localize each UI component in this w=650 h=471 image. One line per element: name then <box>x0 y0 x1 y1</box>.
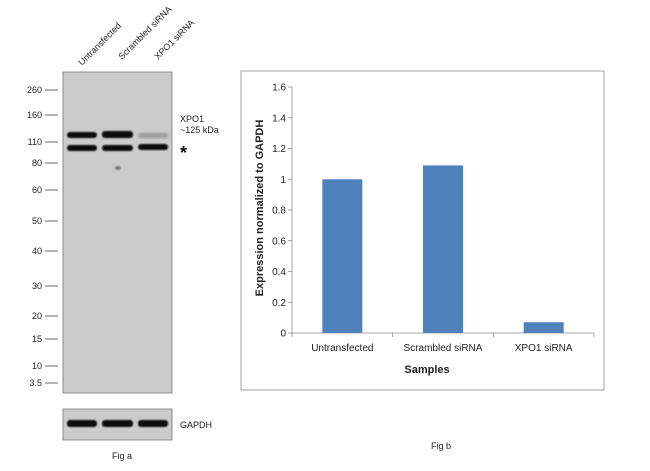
band-lane-1-lower <box>67 145 97 151</box>
x-tick-label: XPO1 siRNA <box>515 343 573 354</box>
mw-marker-label: 20 <box>32 311 42 321</box>
bar <box>322 179 363 333</box>
y-tick-label: 0.4 <box>272 267 286 278</box>
fig-a-caption: Fig a <box>112 451 132 461</box>
bar <box>523 322 564 333</box>
bar <box>423 165 463 333</box>
loading-control-label: GAPDH <box>180 420 212 430</box>
lane-labels: Untransfected Scrambled siRNA XPO1 siRNA <box>76 4 196 67</box>
mw-marker-label: 40 <box>32 246 42 256</box>
blot-membrane <box>62 71 173 394</box>
target-label: XPO1 <box>180 114 204 124</box>
gapdh-band <box>138 420 168 427</box>
y-tick-label: 0.8 <box>272 206 286 217</box>
y-tick-label: 1 <box>280 175 286 186</box>
gapdh-band <box>102 420 133 427</box>
mw-marker-label: 80 <box>32 158 42 168</box>
mw-marker-label: 15 <box>32 334 42 344</box>
y-tick-label: 0.6 <box>272 236 286 247</box>
mw-markers: 260 160 110 80 60 50 40 30 20 15 10 3.5 <box>27 85 58 388</box>
bar-chart-panel: 0 0.2 0.4 0.6 0.8 1 1.2 1.4 1.6 Untransfected Scra… <box>240 70 605 451</box>
y-axis-label: Expression normalized to GAPDH <box>254 120 266 297</box>
fig-b-caption: Fig b <box>431 441 451 451</box>
xpo1-bands <box>67 131 168 138</box>
mw-marker-label: 110 <box>28 137 42 147</box>
y-tick-label: 0.2 <box>272 298 286 309</box>
target-size-label: ~125 kDa <box>180 125 219 135</box>
band-lane-1-upper <box>67 132 97 138</box>
mw-marker-label: 30 <box>32 281 42 291</box>
mw-marker-label: 260 <box>27 85 42 95</box>
mw-marker-label: 160 <box>27 110 42 120</box>
lane-label: Untransfected <box>76 21 123 68</box>
y-tick-label: 1.2 <box>272 144 286 155</box>
mw-marker-label: 60 <box>32 185 42 195</box>
y-tick-label: 1.6 <box>272 83 286 94</box>
chart-plot-area: 0 0.2 0.4 0.6 0.8 1 1.2 1.4 1.6 Untransfected Scra… <box>272 83 595 354</box>
mw-marker-label: 50 <box>32 216 42 226</box>
band-lane-3-upper <box>138 133 168 138</box>
band-lane-2-upper <box>102 131 133 138</box>
nonspecific-mark: * <box>180 143 187 163</box>
band-lane-2-lower <box>102 145 133 151</box>
mw-marker-label: 3.5 <box>29 378 42 388</box>
blot-spot <box>115 166 121 170</box>
western-blot-panel: Untransfected Scrambled siRNA XPO1 siRNA… <box>27 4 219 461</box>
x-tick-label: Scrambled siRNA <box>404 343 483 354</box>
x-tick-label: Untransfected <box>311 343 373 354</box>
y-tick-label: 0 <box>280 329 286 340</box>
gapdh-band <box>67 420 97 427</box>
y-tick-label: 1.4 <box>272 113 286 124</box>
band-lane-3-lower <box>138 144 168 150</box>
x-axis-label: Samples <box>404 364 449 376</box>
mw-marker-label: 10 <box>32 361 42 371</box>
gapdh-bands <box>67 420 168 427</box>
nonspecific-bands <box>67 144 168 170</box>
chart-frame <box>240 70 605 391</box>
